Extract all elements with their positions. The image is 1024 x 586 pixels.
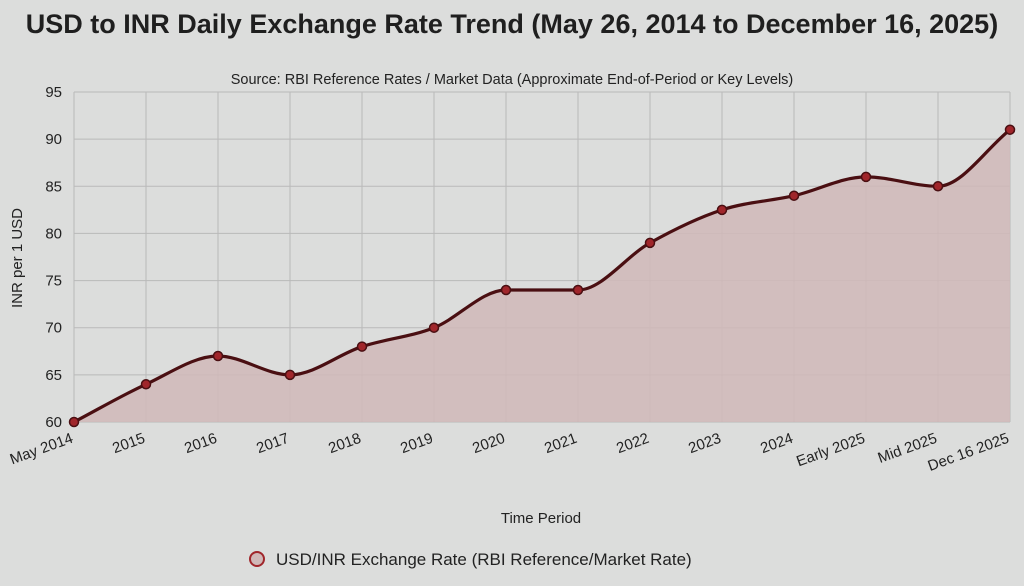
y-axis-label: INR per 1 USD [9, 208, 26, 308]
data-point[interactable] [284, 369, 296, 381]
x-tick-label: 2020 [470, 430, 507, 457]
y-tick-label: 90 [45, 131, 62, 148]
area-fill-path [74, 129, 1010, 422]
data-point[interactable] [644, 237, 656, 249]
data-point[interactable] [500, 284, 512, 296]
data-point[interactable] [68, 416, 80, 428]
y-tick-label: 95 [45, 84, 62, 101]
legend[interactable]: USD/INR Exchange Rate (RBI Reference/Mar… [249, 550, 692, 569]
x-tick-label: 2016 [182, 430, 219, 457]
x-axis-ticks: May 2014 2015 2016 2017 2018 2019 2020 2021 2022… [8, 430, 1012, 475]
data-points [68, 124, 1016, 428]
x-tick-label: 2022 [614, 430, 651, 457]
y-tick-label: 60 [45, 414, 62, 431]
legend-marker-icon [249, 551, 265, 567]
y-tick-label: 85 [45, 178, 62, 195]
x-tick-label: May 2014 [8, 430, 76, 469]
data-point[interactable] [140, 379, 152, 390]
y-tick-label: 80 [45, 225, 62, 242]
x-tick-label: Early 2025 [794, 430, 867, 471]
data-point[interactable] [428, 322, 440, 333]
x-tick-label: 2019 [398, 430, 435, 457]
data-point[interactable] [356, 341, 368, 352]
data-point[interactable] [860, 171, 872, 183]
y-tick-label: 65 [45, 367, 62, 384]
x-tick-label: 2017 [254, 430, 291, 457]
x-tick-label: 2018 [326, 430, 363, 457]
data-point[interactable] [716, 204, 728, 216]
y-axis-ticks: 60 65 70 75 80 85 90 95 [45, 84, 62, 431]
x-tick-label: 2015 [110, 430, 147, 457]
x-tick-label: 2023 [686, 430, 723, 457]
chart-title: USD to INR Daily Exchange Rate Trend (Ma… [26, 9, 998, 39]
y-tick-label: 70 [45, 320, 62, 337]
legend-label: USD/INR Exchange Rate (RBI Reference/Mar… [276, 550, 692, 569]
x-tick-label: 2024 [758, 430, 795, 457]
data-point[interactable] [572, 284, 584, 296]
x-axis-label: Time Period [501, 510, 581, 527]
chart-subtitle: Source: RBI Reference Rates / Market Dat… [231, 72, 794, 88]
data-point[interactable] [1004, 124, 1016, 135]
data-point[interactable] [932, 181, 944, 192]
x-tick-label: Dec 16 2025 [926, 430, 1012, 475]
y-tick-label: 75 [45, 273, 62, 290]
area-fill [74, 129, 1010, 422]
data-point[interactable] [788, 190, 800, 201]
data-point[interactable] [212, 350, 224, 362]
x-tick-label: 2021 [542, 430, 579, 457]
